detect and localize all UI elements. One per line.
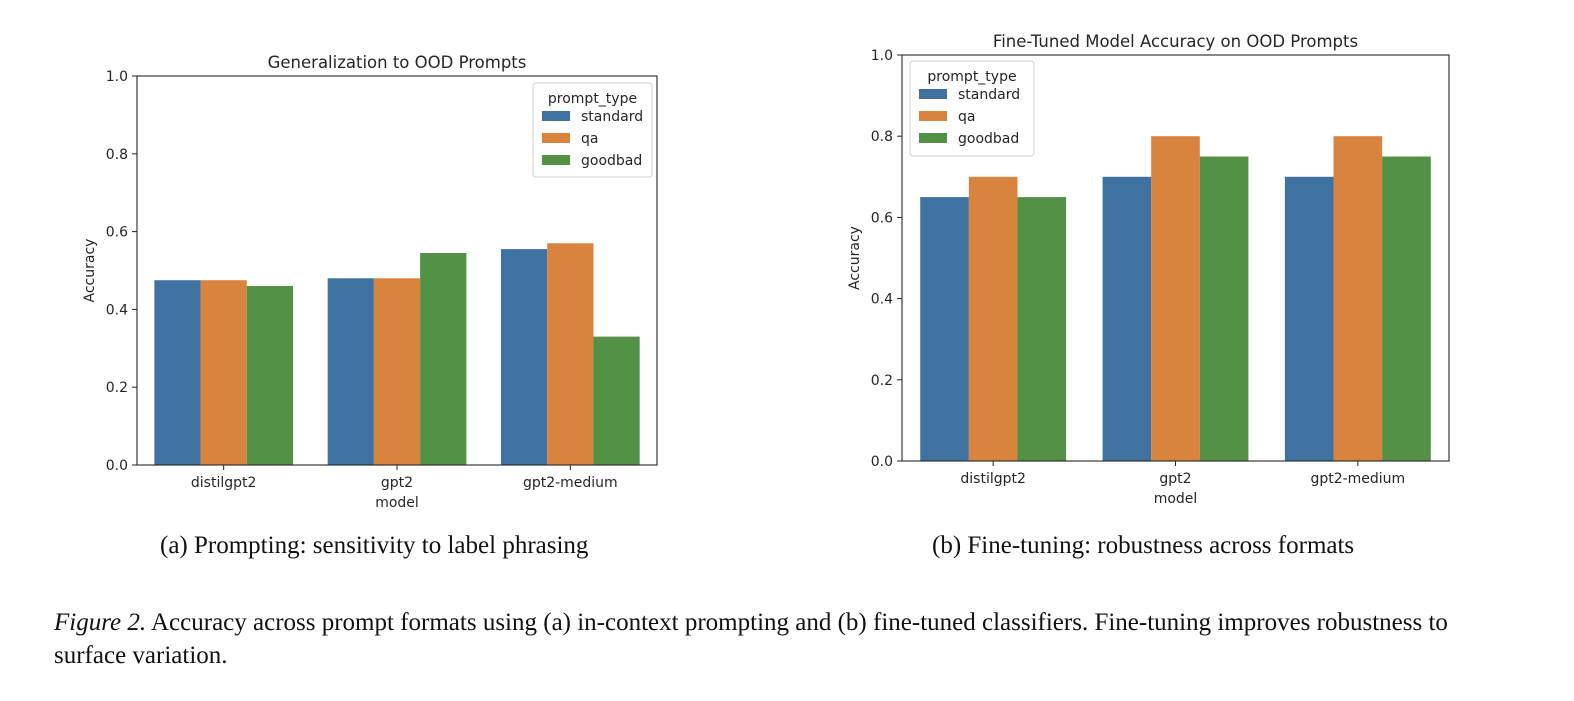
figure-caption-text: Accuracy across prompt formats using (a)… [54, 609, 1448, 669]
legend-label-standard: standard [581, 109, 643, 125]
legend-swatch-goodbad [542, 155, 570, 165]
bar-goodbad-gpt2-medium [593, 336, 640, 465]
legend-title: prompt_type [927, 69, 1016, 85]
legend-label-standard: standard [958, 87, 1020, 103]
chart-prompting: 0.0 0.2 0.4 0.6 0.8 1.0 distilgpt2 gpt2 gpt2-med… [82, 53, 658, 511]
bar-goodbad-gpt2 [420, 252, 467, 465]
chart-title: Fine-Tuned Model Accuracy on OOD Prompts [993, 32, 1358, 51]
x-tick-label: gpt2 [381, 475, 413, 491]
bar-standard-gpt2 [327, 278, 374, 465]
x-tick-label: gpt2-medium [523, 475, 618, 491]
x-tick-label: gpt2 [1159, 471, 1191, 487]
legend-box [532, 82, 653, 178]
bar-goodbad-gpt2 [1199, 156, 1249, 461]
y-tick-label: 0.8 [106, 147, 128, 163]
legend-swatch-qa [919, 111, 947, 121]
bar-standard-distilgpt2 [920, 197, 969, 461]
subfigure-caption-a: (a) Prompting: sensitivity to label phra… [160, 532, 589, 559]
y-tick-label: 0.4 [106, 302, 128, 318]
y-tick-label: 0.6 [106, 225, 128, 241]
bar-standard-gpt2-medium [501, 249, 548, 465]
legend-swatch-goodbad [919, 133, 947, 143]
legend-swatch-standard [542, 111, 570, 121]
y-tick-label: 0.0 [106, 458, 128, 474]
legend-label-qa: qa [581, 131, 598, 147]
bar-qa-distilgpt2 [968, 176, 1018, 462]
bar-standard-gpt2-medium [1284, 176, 1334, 462]
y-tick-label: 0.0 [871, 454, 893, 470]
bar-standard-gpt2 [1102, 176, 1152, 462]
x-axis-label: model [1154, 491, 1198, 507]
bar-goodbad-gpt2-medium [1382, 156, 1431, 461]
y-tick-label: 0.4 [871, 292, 893, 308]
legend-label-qa: qa [958, 109, 975, 125]
bar-goodbad-distilgpt2 [1017, 197, 1067, 461]
legend-swatch-qa [542, 133, 570, 143]
y-tick-label: 0.8 [871, 129, 893, 145]
x-axis-label: model [375, 495, 419, 511]
bar-qa-gpt2-medium [547, 243, 594, 465]
y-tick-label: 1.0 [871, 48, 893, 64]
x-tick-label: distilgpt2 [960, 471, 1026, 487]
y-tick-label: 0.2 [871, 373, 893, 389]
y-tick-label: 0.6 [871, 210, 893, 226]
subfigure-caption-b: (b) Fine-tuning: robustness across forma… [932, 532, 1355, 559]
bar-goodbad-distilgpt2 [246, 286, 293, 465]
legend-swatch-standard [919, 89, 947, 99]
y-axis-label: Accuracy [847, 226, 863, 290]
legend-label-goodbad: goodbad [958, 131, 1019, 147]
bar-qa-distilgpt2 [200, 280, 247, 465]
bar-standard-distilgpt2 [154, 280, 201, 465]
chart-title: Generalization to OOD Prompts [268, 53, 527, 72]
chart-fine-tuning: 0.0 0.2 0.4 0.6 0.8 1.0 distilgpt2 gpt2 gpt2-med… [847, 32, 1450, 507]
x-tick-label: distilgpt2 [191, 475, 257, 491]
legend-box [909, 60, 1035, 157]
bar-qa-gpt2 [373, 278, 421, 465]
bar-qa-gpt2-medium [1333, 136, 1383, 461]
legend-label-goodbad: goodbad [581, 153, 642, 169]
x-tick-label: gpt2-medium [1310, 471, 1405, 487]
y-axis-label: Accuracy [82, 239, 98, 303]
bar-qa-gpt2 [1151, 136, 1200, 461]
figure-caption: Figure 2. Accuracy across prompt formats… [54, 606, 1524, 672]
legend-title: prompt_type [548, 91, 637, 107]
y-tick-label: 1.0 [106, 69, 128, 85]
figure-label: Figure 2. [54, 609, 147, 636]
y-tick-label: 0.2 [106, 380, 128, 396]
